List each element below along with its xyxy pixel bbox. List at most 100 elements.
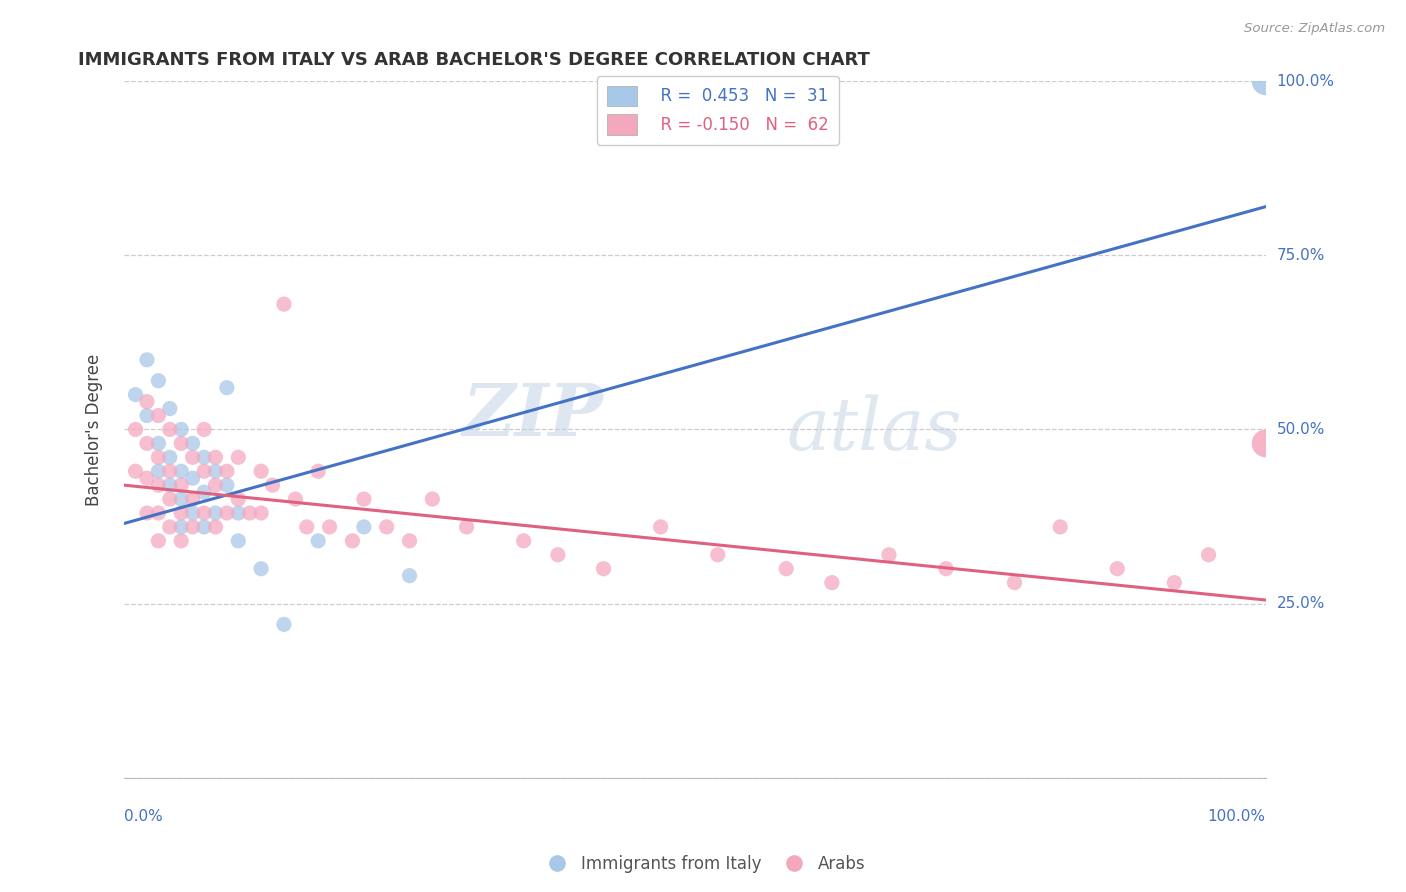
Point [1004,575,1026,590]
Point [821,575,844,590]
Point [136,352,159,367]
Point [204,464,226,478]
Point [204,450,226,465]
Point [124,464,146,478]
Point [215,381,238,395]
Point [342,533,364,548]
Point [935,562,957,576]
Point [226,492,249,507]
Point [124,422,146,436]
Point [193,464,215,478]
Point [592,562,614,576]
Point [170,533,193,548]
Point [159,422,181,436]
Point [204,506,226,520]
Point [1198,548,1220,562]
Point [250,506,273,520]
Point [159,478,181,492]
Point [456,520,478,534]
Text: ZIP: ZIP [463,380,603,451]
Text: IMMIGRANTS FROM ITALY VS ARAB BACHELOR'S DEGREE CORRELATION CHART: IMMIGRANTS FROM ITALY VS ARAB BACHELOR'S… [79,51,870,69]
Point [250,464,273,478]
Point [420,492,443,507]
Point [877,548,900,562]
Point [706,548,728,562]
Point [353,520,375,534]
Point [398,568,420,582]
Point [159,464,181,478]
Point [1254,436,1277,450]
Point [204,520,226,534]
Point [775,562,797,576]
Text: 100.0%: 100.0% [1208,809,1265,824]
Point [204,478,226,492]
Point [136,506,159,520]
Point [170,464,193,478]
Point [170,478,193,492]
Point [215,506,238,520]
Point [159,492,181,507]
Point [148,409,170,423]
Point [284,492,307,507]
Point [136,409,159,423]
Y-axis label: Bachelor's Degree: Bachelor's Degree [86,353,103,506]
Point [215,464,238,478]
Point [273,617,295,632]
Point [193,422,215,436]
Point [136,394,159,409]
Point [148,436,170,450]
Point [307,464,329,478]
Point [181,471,204,485]
Point [159,450,181,465]
Point [136,436,159,450]
Point [159,520,181,534]
Point [181,492,204,507]
Point [193,506,215,520]
Point [170,492,193,507]
Point [226,506,249,520]
Text: 25.0%: 25.0% [1277,596,1324,611]
Point [353,492,375,507]
Point [262,478,284,492]
Text: 50.0%: 50.0% [1277,422,1324,437]
Point [1107,562,1129,576]
Point [1254,74,1277,88]
Point [181,520,204,534]
Point [193,485,215,500]
Point [375,520,398,534]
Point [226,450,249,465]
Point [273,297,295,311]
Point [148,506,170,520]
Text: Source: ZipAtlas.com: Source: ZipAtlas.com [1244,22,1385,36]
Point [148,464,170,478]
Point [136,471,159,485]
Point [1163,575,1185,590]
Point [124,387,146,401]
Point [1049,520,1071,534]
Point [181,436,204,450]
Legend: Immigrants from Italy, Arabs: Immigrants from Italy, Arabs [534,848,872,880]
Point [148,533,170,548]
Point [547,548,569,562]
Legend:   R =  0.453   N =  31,   R = -0.150   N =  62: R = 0.453 N = 31, R = -0.150 N = 62 [596,76,839,145]
Point [512,533,534,548]
Text: 0.0%: 0.0% [124,809,163,824]
Point [148,450,170,465]
Point [295,520,318,534]
Point [239,506,262,520]
Point [181,506,204,520]
Text: 100.0%: 100.0% [1277,74,1334,89]
Point [193,450,215,465]
Text: 75.0%: 75.0% [1277,248,1324,263]
Point [170,506,193,520]
Point [148,478,170,492]
Point [159,401,181,416]
Point [181,450,204,465]
Point [318,520,340,534]
Point [170,436,193,450]
Point [148,374,170,388]
Point [398,533,420,548]
Point [215,478,238,492]
Point [250,562,273,576]
Point [226,533,249,548]
